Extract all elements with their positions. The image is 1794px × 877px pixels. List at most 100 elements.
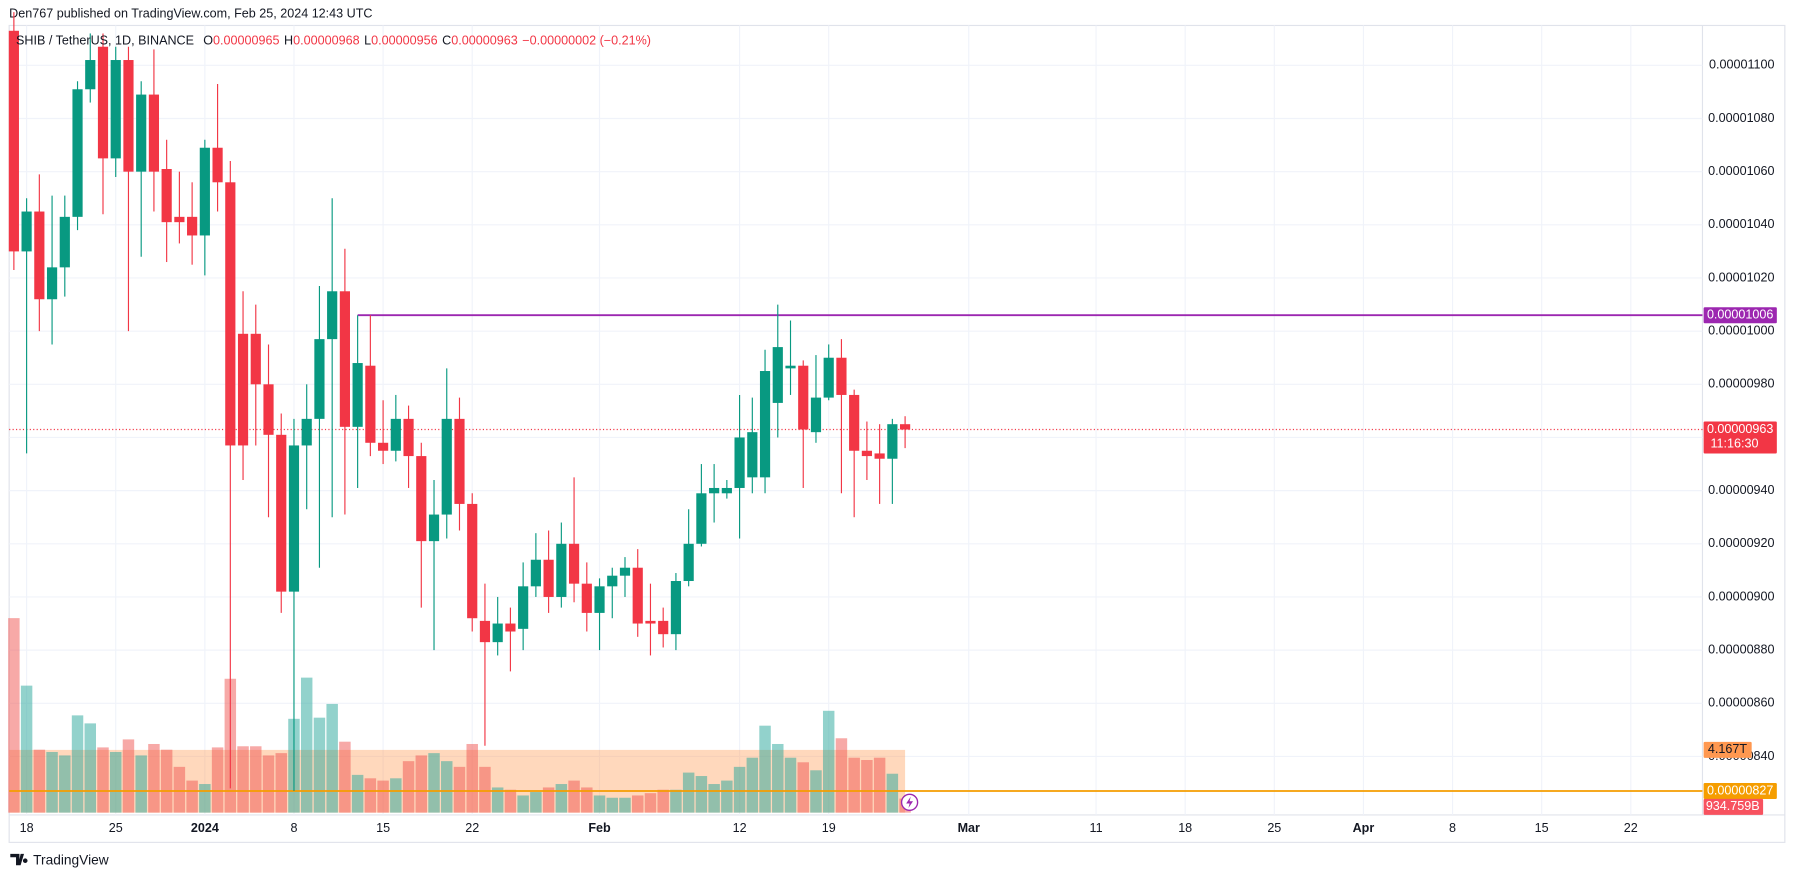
volume-ma-label-box (1703, 741, 1752, 758)
candle-body (759, 371, 771, 478)
volume-bar (71, 715, 84, 813)
candle-body (225, 182, 236, 446)
price-label-box (1703, 782, 1777, 800)
volume-bar (110, 751, 122, 813)
x-tick-label: 18 (20, 821, 34, 835)
volume-bar (504, 789, 517, 813)
candle-body (900, 424, 911, 430)
y-tick-label: 0.00000880 (1708, 642, 1774, 656)
volume-bar (797, 762, 809, 813)
candle-body (339, 291, 350, 427)
candle-body (836, 357, 847, 395)
x-tick-label: 18 (1178, 821, 1192, 835)
volume-bar (377, 780, 389, 813)
y-tick-label: 0.00001040 (1708, 217, 1774, 231)
price-label: 0.00000963 (1707, 422, 1773, 436)
candle-body (632, 567, 643, 624)
candle-body (734, 437, 745, 488)
candle-body (314, 339, 325, 419)
x-tick-label: 15 (1535, 821, 1549, 835)
volume-bar (759, 725, 771, 813)
volume-bar (20, 685, 33, 813)
candle-body (46, 267, 58, 300)
volume-bar (479, 766, 491, 813)
x-tick-label: Mar (958, 821, 980, 835)
x-tick-label: 12 (733, 821, 747, 835)
candle-body (810, 397, 822, 433)
x-tick-label: 22 (1624, 821, 1638, 835)
ohlc-key: L (364, 34, 371, 48)
y-tick-label: 0.00000940 (1708, 483, 1774, 497)
volume-bar (59, 755, 71, 813)
volume-bar (491, 787, 504, 813)
volume-bar (682, 772, 695, 813)
y-tick-label: 0.00001080 (1708, 111, 1774, 125)
volume-bar (46, 751, 58, 813)
y-tick-label: 0.00001060 (1708, 164, 1774, 178)
symbol: SHIB / TetherUS, 1D, BINANCE (16, 34, 194, 48)
volume-bar (746, 757, 759, 813)
y-tick-label: 0.00000860 (1708, 696, 1774, 710)
candle-body (161, 169, 172, 223)
candle-body (352, 363, 363, 427)
y-tick-label: 0.00001100 (1709, 58, 1775, 72)
candle-body (174, 216, 185, 223)
ohlc-value: 0.00000956 (371, 34, 437, 48)
volume-bar (708, 784, 720, 813)
volume-bar (835, 738, 848, 813)
brand: TradingView (33, 852, 109, 867)
volume-bar (199, 784, 211, 813)
candle-body (441, 418, 452, 515)
volume-label: 934.759B (1706, 799, 1760, 813)
candle-body (696, 493, 707, 544)
candle-body (709, 487, 720, 494)
candle-body (747, 432, 758, 478)
y-tick-label: 0.00000980 (1708, 377, 1774, 391)
candle-body (594, 586, 605, 613)
y-tick-label: 0.00000920 (1708, 536, 1774, 550)
volume-bar (542, 787, 555, 813)
logo-icon (10, 853, 28, 866)
volume-bar (33, 749, 46, 813)
candle-body (288, 445, 300, 592)
volume-bar (606, 797, 618, 813)
volume-bar (135, 755, 147, 813)
candle-body (187, 216, 198, 236)
candle-body (785, 365, 796, 369)
volume-bar (84, 723, 96, 813)
candle-body (97, 46, 109, 159)
candle-body (505, 623, 516, 632)
candle-body (416, 456, 427, 542)
candle-body (237, 333, 249, 446)
volume-bar (428, 753, 440, 813)
volume-bar (517, 795, 529, 813)
volume-bar (173, 766, 186, 813)
volume-bar (339, 741, 351, 813)
candle-body (518, 586, 529, 629)
volume-bar (453, 766, 466, 813)
volume-bar (657, 789, 669, 813)
candle-body (212, 147, 223, 183)
candle-body (199, 147, 210, 236)
y-tick-label: 0.00000900 (1708, 589, 1774, 603)
price-label: 0.00000827 (1707, 783, 1773, 797)
candle-body (556, 543, 567, 597)
volume-bar (886, 773, 899, 813)
volume-bar (186, 780, 198, 813)
volume-bar (530, 792, 542, 813)
volume-bar (160, 749, 173, 813)
candle-body (403, 418, 414, 457)
volume-bar (441, 761, 453, 813)
candle-body (530, 559, 541, 587)
volume-bar (581, 787, 593, 813)
volume-bar (568, 780, 580, 813)
alert-icon (900, 793, 919, 812)
volume-bar (733, 766, 746, 813)
candle-body (683, 543, 694, 582)
candle-body (8, 30, 19, 252)
x-tick-label: Feb (588, 821, 611, 835)
candle-body (276, 434, 287, 592)
volume-bar (415, 755, 428, 813)
candle-body (365, 365, 376, 443)
